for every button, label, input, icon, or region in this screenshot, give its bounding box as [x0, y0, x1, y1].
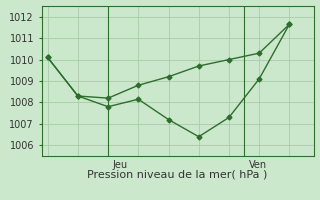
- Text: Jeu: Jeu: [113, 160, 128, 170]
- Text: Ven: Ven: [249, 160, 267, 170]
- X-axis label: Pression niveau de la mer( hPa ): Pression niveau de la mer( hPa ): [87, 170, 268, 180]
